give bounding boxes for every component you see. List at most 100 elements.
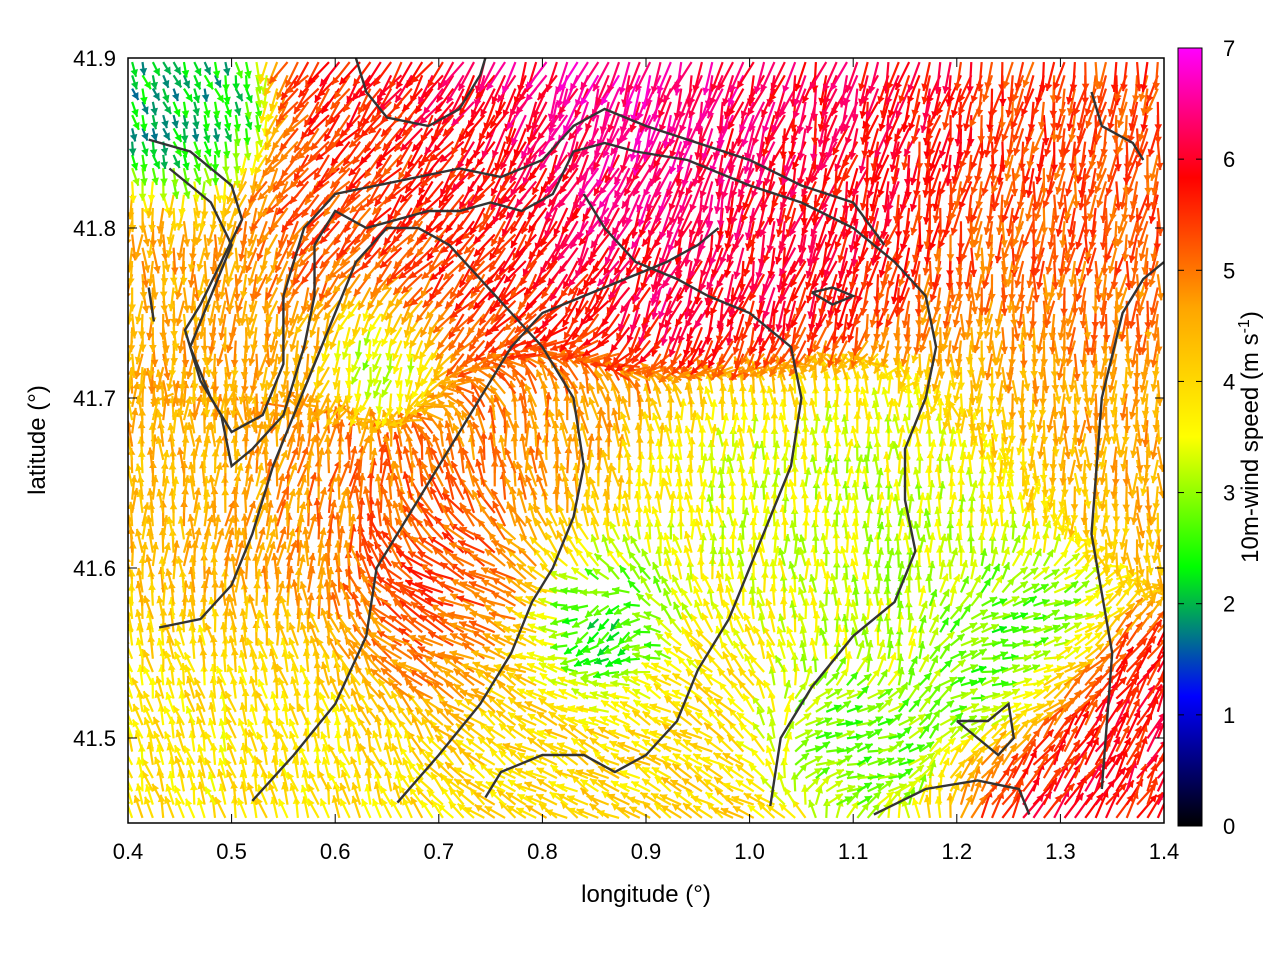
- wind-arrow: [692, 804, 713, 819]
- wind-arrow: [299, 757, 310, 779]
- wind-arrow: [144, 783, 154, 805]
- wind-arrow: [888, 783, 908, 793]
- wind-arrow: [877, 790, 895, 806]
- wind-arrow: [154, 756, 165, 779]
- wind-arrow: [777, 772, 786, 792]
- wind-arrow: [141, 770, 154, 792]
- wind-arrow: [949, 770, 963, 792]
- wind-arrow: [505, 791, 527, 806]
- wind-arrow: [911, 797, 921, 819]
- wind-arrow: [669, 779, 693, 793]
- wind-arrow: [524, 781, 547, 793]
- wind-arrow: [586, 768, 610, 780]
- wind-arrow: [371, 798, 382, 819]
- wind-arrow: [214, 796, 227, 819]
- wind-arrow: [597, 779, 620, 793]
- wind-arrow: [660, 804, 682, 819]
- wind-arrow: [525, 795, 547, 806]
- wind-arrow: [735, 763, 755, 779]
- wind-arrow: [846, 790, 861, 806]
- wind-arrow: [610, 780, 630, 793]
- wind-arrow: [544, 809, 568, 819]
- wind-arrow: [463, 806, 485, 819]
- wind-arrow: [641, 766, 662, 780]
- wind-arrow: [908, 764, 925, 779]
- wind-arrow: [747, 804, 765, 819]
- wind-arrow: [1146, 776, 1159, 805]
- wind-arrow: [349, 756, 362, 779]
- wind-arrow: [515, 807, 537, 819]
- wind-arrow: [133, 795, 144, 819]
- wind-arrow: [420, 799, 434, 819]
- wind-arrow: [743, 792, 765, 806]
- wind-arrow: [588, 802, 610, 819]
- wind-arrow: [430, 771, 444, 792]
- wind-arrow: [174, 797, 185, 819]
- wind-arrow: [277, 798, 289, 819]
- wind-arrow: [151, 783, 165, 806]
- wind-arrow: [379, 758, 393, 779]
- wind-arrow: [1042, 777, 1058, 806]
- wind-arrow: [745, 777, 765, 793]
- wind-arrow: [607, 793, 630, 806]
- wind-arrow: [651, 766, 672, 780]
- wind-arrow: [765, 804, 786, 819]
- wind-arrow: [814, 785, 824, 805]
- wind-arrow: [846, 800, 860, 819]
- wind-arrow: [307, 798, 320, 819]
- wind-arrow: [653, 802, 672, 819]
- wind-arrow: [360, 798, 372, 819]
- wind-arrow: [731, 795, 755, 806]
- wind-arrow: [1063, 792, 1085, 819]
- wind-arrow: [164, 795, 175, 819]
- wind-arrow: [1156, 791, 1164, 806]
- wind-arrow: [765, 758, 776, 779]
- wind-arrow: [267, 770, 279, 792]
- wind-arrow: [392, 757, 403, 779]
- wind-arrow: [641, 777, 662, 793]
- wind-arrow: [217, 757, 227, 779]
- wind-arrow: [650, 792, 672, 806]
- wind-arrow: [308, 770, 320, 792]
- wind-arrow: [379, 785, 393, 806]
- wind-arrow: [856, 802, 870, 819]
- wind-arrow: [535, 793, 558, 806]
- wind-arrow: [485, 780, 506, 793]
- wind-arrow: [165, 783, 175, 805]
- wind-arrow: [722, 782, 744, 793]
- wind-arrows: [128, 61, 1164, 819]
- wind-arrow: [619, 769, 641, 780]
- wind-arrow: [682, 802, 703, 819]
- wind-arrow: [525, 769, 547, 780]
- wind-arrow: [184, 798, 196, 819]
- wind-arrow: [453, 766, 475, 780]
- wind-arrow: [710, 806, 734, 819]
- wind-arrow: [1115, 779, 1135, 806]
- wind-arrow: [596, 809, 620, 819]
- wind-arrow: [174, 755, 185, 779]
- wind-arrow: [255, 796, 268, 819]
- wind-arrow: [286, 771, 299, 792]
- wind-arrow: [338, 759, 351, 779]
- wind-arrow: [549, 791, 568, 806]
- wind-arrow: [328, 772, 341, 792]
- wind-arrow: [1156, 769, 1164, 779]
- wind-arrow: [1032, 753, 1049, 779]
- wind-arrow: [959, 794, 974, 819]
- wind-arrow: [238, 756, 248, 779]
- wind-arrow: [836, 770, 854, 780]
- wind-arrow: [186, 770, 196, 792]
- wind-arrow: [196, 797, 206, 819]
- wind-arrow: [448, 800, 465, 819]
- wind-arrow: [409, 796, 424, 819]
- wind-arrow: [1073, 751, 1088, 779]
- wind-arrow: [547, 780, 568, 793]
- wind-arrow: [436, 803, 455, 819]
- wind-arrow: [628, 805, 651, 819]
- wind-arrow: [856, 781, 873, 793]
- wind-arrow: [300, 784, 310, 805]
- wind-arrow: [456, 802, 475, 819]
- wind-arrow: [536, 778, 558, 793]
- wind-arrow: [185, 757, 196, 779]
